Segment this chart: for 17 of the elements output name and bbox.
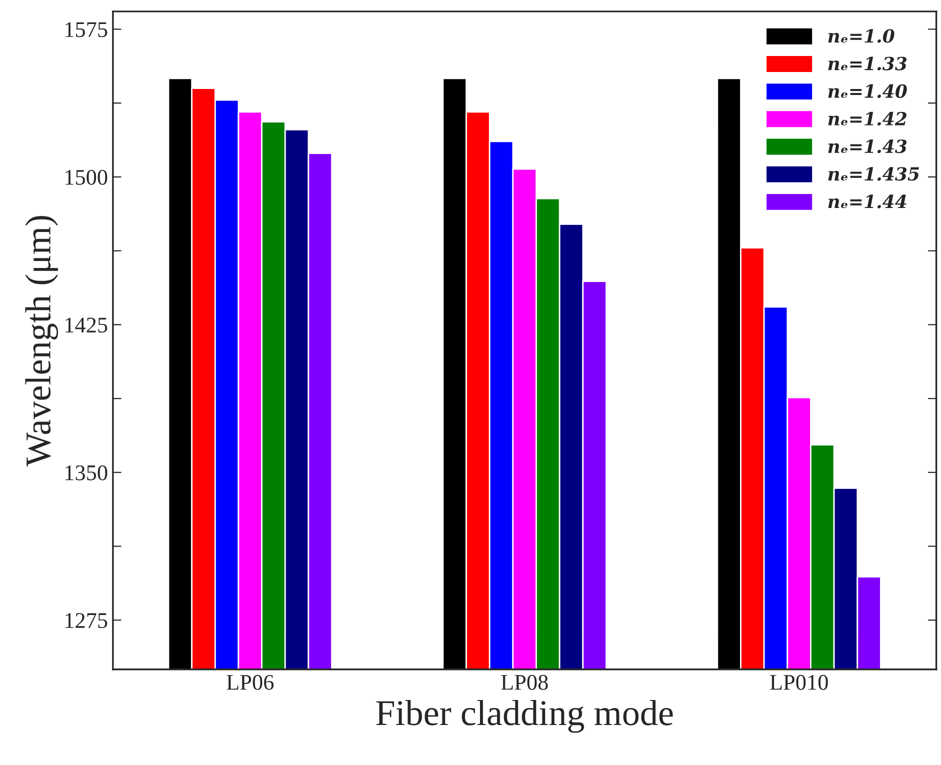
legend-label: nₑ=1.43 <box>828 139 907 154</box>
y-tick-label: 1575 <box>66 22 108 38</box>
y-axis-title: Wavelength (μm) <box>25 216 58 466</box>
legend-label: nₑ=1.435 <box>828 167 919 181</box>
legend-label: nₑ=1.40 <box>828 84 907 98</box>
y-tick-label: 1275 <box>66 613 108 628</box>
x-tick-label: LP06 <box>226 674 274 690</box>
x-axis-title: Fiber cladding mode <box>376 700 673 733</box>
legend-label: nₑ=1.42 <box>828 112 906 126</box>
x-tick-label: LP08 <box>501 674 548 690</box>
y-tick-label: 1500 <box>66 170 108 185</box>
legend-label: nₑ=1.0 <box>828 29 894 43</box>
x-tick-label: LP010 <box>770 674 828 690</box>
legend-label: nₑ=1.44 <box>828 194 906 208</box>
y-tick-label: 1425 <box>66 318 108 333</box>
y-tick-label: 1350 <box>66 465 108 480</box>
legend-label: nₑ=1.33 <box>828 56 907 70</box>
